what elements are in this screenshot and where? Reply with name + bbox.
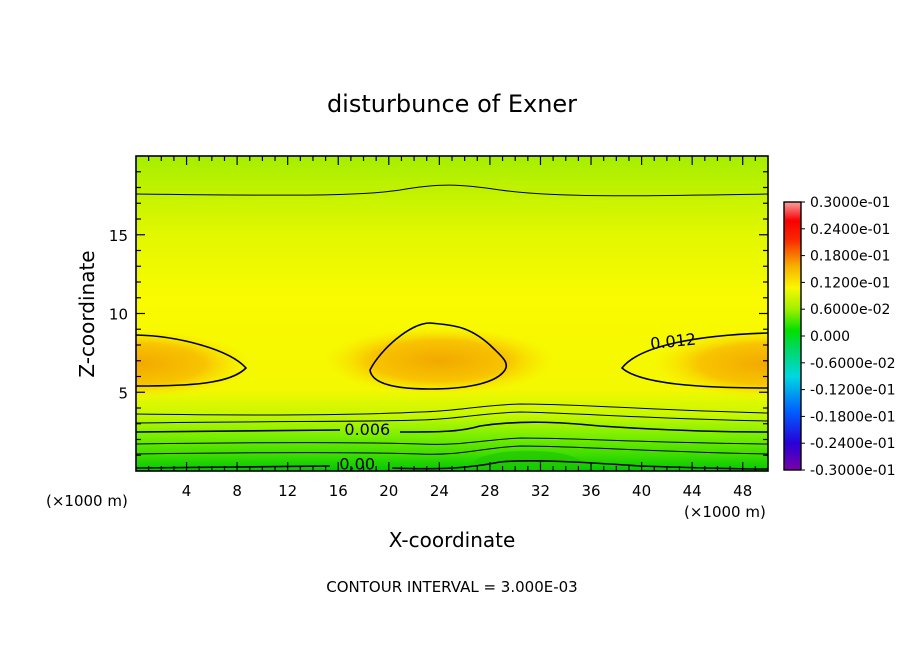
x-tick-label: 36 <box>581 482 600 500</box>
colorbar-label: -0.1800e-01 <box>810 409 896 425</box>
field-background <box>136 156 768 471</box>
x-tick-label: 48 <box>733 482 752 500</box>
contour-line-1 <box>136 334 248 387</box>
contour-line-8 <box>136 445 768 455</box>
warm-blob-2 <box>653 329 768 398</box>
colorbar-label: -0.1200e-01 <box>810 383 896 399</box>
contour-field: 0.012 0.006 0.00 <box>136 156 768 474</box>
x-tick-label: 12 <box>278 482 297 500</box>
colorbar-label: 0.3000e-01 <box>810 195 890 211</box>
contour-line-0 <box>136 184 768 197</box>
x-axis-label: X-coordinate <box>389 528 516 552</box>
contour-label-2: 0.00 <box>339 455 375 474</box>
colorbar: 0.3000e-01 0.2400e-01 0.1800e-01 0.1200e-01… <box>783 195 896 479</box>
x-tick-label: 28 <box>480 482 499 500</box>
contour-line-4 <box>136 403 768 416</box>
warm-blob-1 <box>324 326 555 395</box>
contour-lines <box>136 184 768 470</box>
x-tick-label: 44 <box>683 482 702 500</box>
y-tick-label: 15 <box>109 227 128 245</box>
y-tick-label: 10 <box>109 306 128 324</box>
x-tick-label: 32 <box>531 482 550 500</box>
colorbar-label: -0.3000e-01 <box>810 463 896 479</box>
x-tick-label: 16 <box>329 482 348 500</box>
x-tick-label: 24 <box>430 482 449 500</box>
contour-label-1: 0.006 <box>344 420 390 439</box>
x-tick-label: 40 <box>632 482 651 500</box>
contour-line-5 <box>136 411 768 424</box>
contour-interval-note: CONTOUR INTERVAL = 3.000E-03 <box>326 578 577 596</box>
x-unit-label-right: (×1000 m) <box>684 503 766 521</box>
colorbar-label: 0.1200e-01 <box>810 275 890 291</box>
x-tick-label: 8 <box>232 482 242 500</box>
warm-blob-0 <box>136 329 251 398</box>
colorbar-label: 0.6000e-02 <box>810 302 890 318</box>
colorbar-label: -0.6000e-02 <box>810 356 896 372</box>
colorbar-label: -0.2400e-01 <box>810 436 896 452</box>
x-tick-label: 4 <box>182 482 192 500</box>
colorbar-label: 0.2400e-01 <box>810 222 890 238</box>
plot-area: 0.012 0.006 0.00 <box>136 156 768 474</box>
contour-label-0: 0.012 <box>649 330 697 354</box>
contour-line-2 <box>620 332 768 389</box>
x-tick-label: 20 <box>379 482 398 500</box>
chart-title: disturbunce of Exner <box>327 90 577 118</box>
y-axis-label: Z-coordinate <box>75 250 99 377</box>
y-tick-label: 5 <box>118 384 128 402</box>
x-unit-label: (×1000 m) <box>46 492 128 510</box>
contour-line-7 <box>136 437 768 445</box>
contour-line-6 <box>136 421 768 433</box>
colorbar-label: 0.000 <box>810 329 850 345</box>
colorbar-label: 0.1800e-01 <box>810 249 890 265</box>
contour-line-3 <box>369 322 508 390</box>
colorbar-gradient <box>783 201 802 471</box>
